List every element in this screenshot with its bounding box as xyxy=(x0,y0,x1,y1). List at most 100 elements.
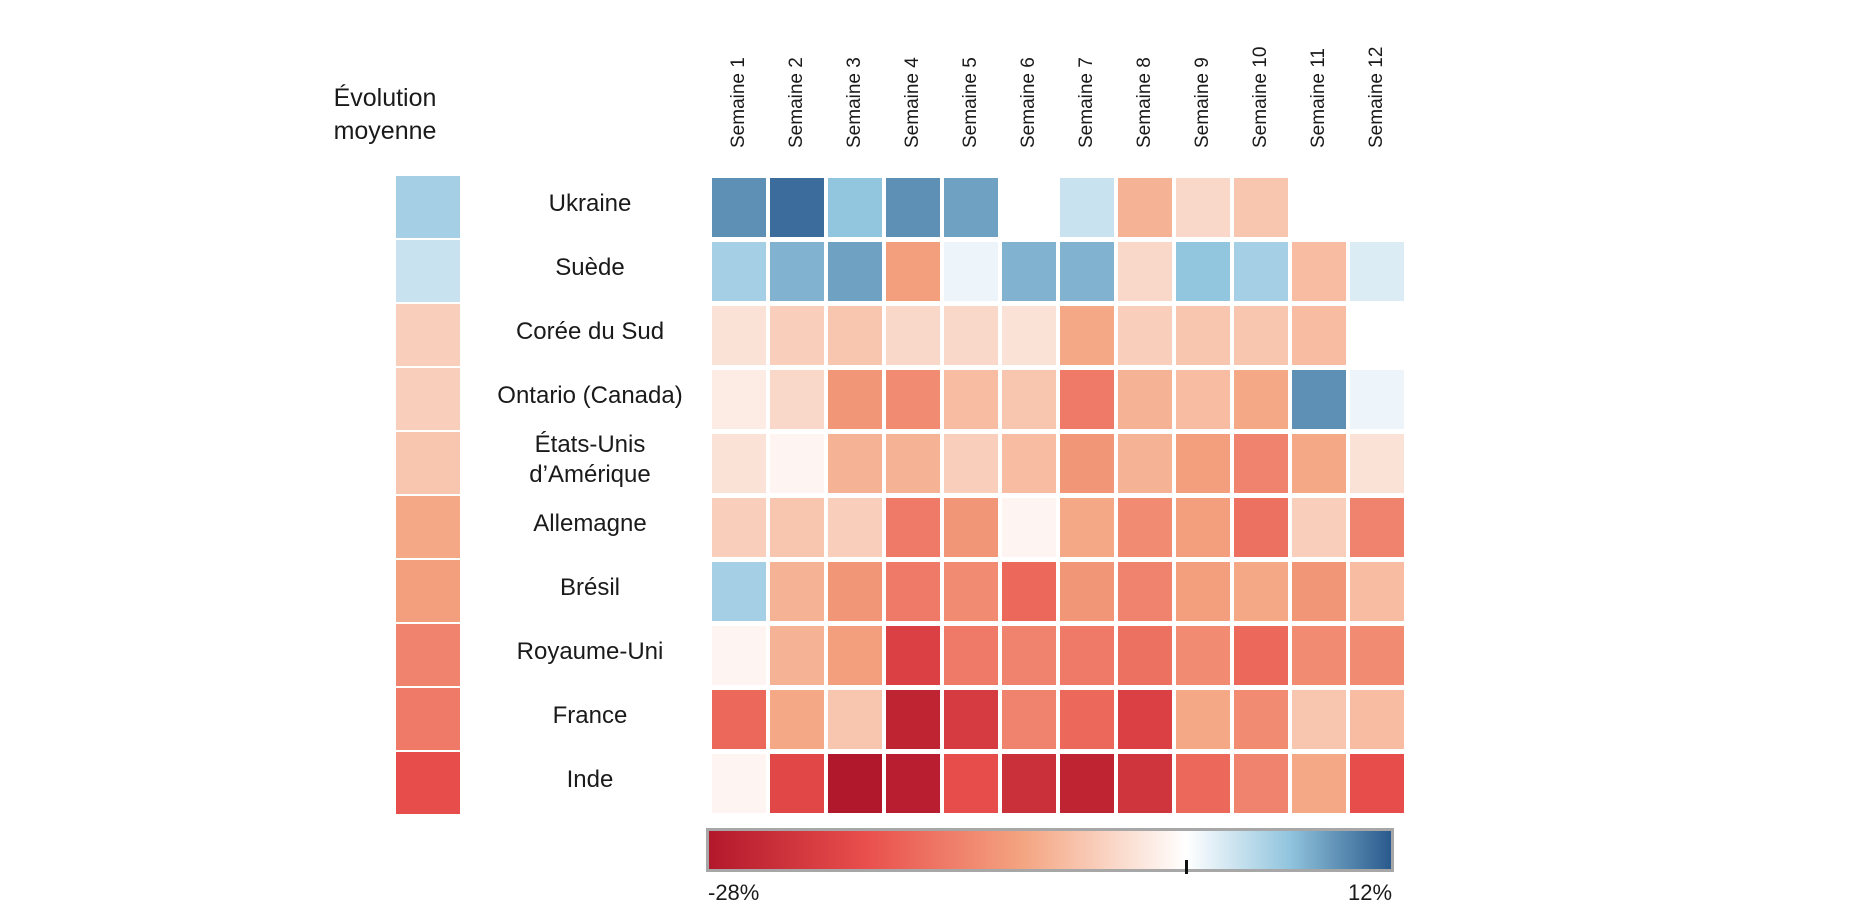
average-cell xyxy=(396,560,460,622)
heatmap-cell xyxy=(1176,434,1230,493)
heatmap-cell xyxy=(770,690,824,749)
average-cell xyxy=(396,688,460,750)
heatmap-cell xyxy=(1292,754,1346,813)
heatmap-cell xyxy=(886,754,940,813)
heatmap-cell xyxy=(1060,178,1114,237)
heatmap-cell xyxy=(1118,242,1172,301)
heatmap-cell xyxy=(1350,370,1404,429)
heatmap-cell xyxy=(1234,242,1288,301)
heatmap-cell xyxy=(1350,626,1404,685)
heatmap-cell xyxy=(712,306,766,365)
heatmap-cell xyxy=(1350,434,1404,493)
heatmap-cell xyxy=(828,562,882,621)
heatmap-cell xyxy=(1234,626,1288,685)
average-column-title: Évolution moyenne xyxy=(333,84,437,145)
week-label: Semaine 7 xyxy=(1076,57,1097,148)
heatmap-cell xyxy=(1234,178,1288,237)
heatmap-cell xyxy=(1350,690,1404,749)
week-label: Semaine 2 xyxy=(786,57,807,148)
heatmap-cell xyxy=(1002,754,1056,813)
row-label: Ukraine xyxy=(548,189,632,217)
heatmap-cell xyxy=(1292,626,1346,685)
heatmap-cell xyxy=(1118,690,1172,749)
heatmap-cell xyxy=(1118,626,1172,685)
week-label: Semaine 11 xyxy=(1308,48,1329,148)
week-label: Semaine 3 xyxy=(844,57,865,148)
heatmap-cell xyxy=(828,754,882,813)
heatmap-cell xyxy=(1292,306,1346,365)
heatmap-cell xyxy=(944,626,998,685)
heatmap-cell xyxy=(944,434,998,493)
heatmap-cell xyxy=(1176,690,1230,749)
heatmap-cell xyxy=(886,434,940,493)
average-cell xyxy=(396,240,460,302)
heatmap-cell xyxy=(1060,370,1114,429)
heatmap-cell xyxy=(1292,562,1346,621)
heatmap-cell xyxy=(1234,498,1288,557)
heatmap-cell xyxy=(770,498,824,557)
row-label: Ontario (Canada) xyxy=(497,381,683,409)
heatmap-cell xyxy=(1060,498,1114,557)
heatmap-cell xyxy=(712,434,766,493)
color-scale-max-label: 12% xyxy=(1348,880,1393,905)
heatmap-cell xyxy=(1002,498,1056,557)
heatmap-cell xyxy=(886,242,940,301)
color-scale-zero-marker xyxy=(1185,860,1189,874)
heatmap-cell xyxy=(944,754,998,813)
heatmap-cell xyxy=(1350,562,1404,621)
heatmap-cell xyxy=(1118,306,1172,365)
heatmap-cell xyxy=(1176,242,1230,301)
heatmap-cell xyxy=(1176,562,1230,621)
average-cell xyxy=(396,368,460,430)
week-label: Semaine 1 xyxy=(728,57,749,148)
heatmap-cell xyxy=(770,178,824,237)
heatmap-cell xyxy=(1350,754,1404,813)
heatmap-cell xyxy=(1234,370,1288,429)
heatmap-cell xyxy=(1118,370,1172,429)
heatmap-cell xyxy=(886,690,940,749)
heatmap-cell xyxy=(1176,306,1230,365)
average-cell xyxy=(396,432,460,494)
heatmap-cell xyxy=(770,562,824,621)
week-label: Semaine 10 xyxy=(1250,46,1271,148)
row-label: Royaume-Uni xyxy=(516,637,664,665)
heatmap-cell xyxy=(1118,434,1172,493)
heatmap-cell xyxy=(1292,690,1346,749)
heatmap-cell xyxy=(1002,690,1056,749)
week-label: Semaine 12 xyxy=(1366,46,1387,148)
heatmap-cell xyxy=(1118,754,1172,813)
heatmap-cell xyxy=(1176,626,1230,685)
heatmap-cell xyxy=(828,178,882,237)
heatmap-cell xyxy=(770,626,824,685)
heatmap-cell xyxy=(944,242,998,301)
heatmap-cell xyxy=(770,370,824,429)
color-scale-bar xyxy=(706,828,1394,872)
week-label: Semaine 9 xyxy=(1192,57,1213,148)
heatmap-cell xyxy=(1176,498,1230,557)
heatmap-cell xyxy=(770,434,824,493)
heatmap-cell xyxy=(1060,434,1114,493)
row-label: France xyxy=(552,701,628,729)
heatmap-cell xyxy=(1002,242,1056,301)
heatmap-cell xyxy=(1060,242,1114,301)
average-cell xyxy=(396,624,460,686)
heatmap-cell xyxy=(1234,690,1288,749)
week-label: Semaine 8 xyxy=(1134,57,1155,148)
heatmap-cell xyxy=(1060,306,1114,365)
heatmap-cell xyxy=(828,242,882,301)
heatmap-cell xyxy=(944,306,998,365)
row-label: Brésil xyxy=(559,573,620,601)
heatmap-cell xyxy=(712,690,766,749)
heatmap-cell xyxy=(828,370,882,429)
heatmap-cell xyxy=(1002,178,1056,237)
heatmap-cell xyxy=(712,178,766,237)
heatmap-cell xyxy=(886,498,940,557)
heatmap-cell xyxy=(712,370,766,429)
week-label: Semaine 6 xyxy=(1018,57,1039,148)
heatmap-cell xyxy=(828,690,882,749)
heatmap-cell xyxy=(1060,626,1114,685)
heatmap-cell xyxy=(770,754,824,813)
heatmap-cell xyxy=(944,178,998,237)
heatmap-cell xyxy=(1292,370,1346,429)
